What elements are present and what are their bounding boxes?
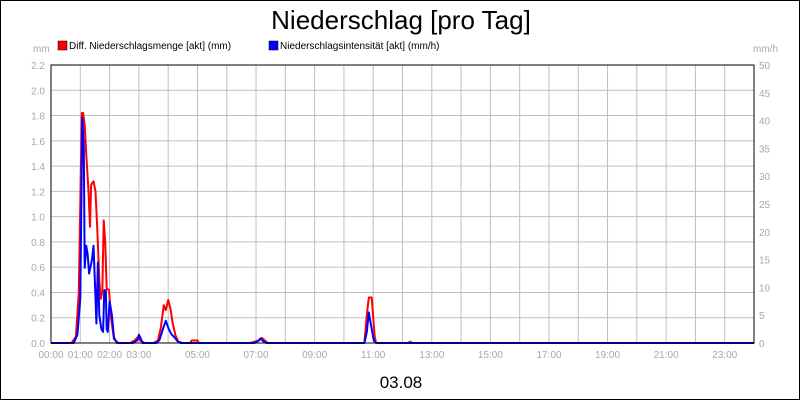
right-tick-label: 35 [759, 144, 771, 155]
x-tick-label: 17:00 [536, 350, 561, 361]
x-tick-label: 19:00 [595, 350, 620, 361]
x-tick-label: 01:00 [68, 350, 93, 361]
left-tick-label: 2.2 [31, 61, 45, 72]
legend-label-intensitaet: Niederschlagsintensität [akt] (mm/h) [280, 41, 440, 52]
legend-swatch-intensitaet [268, 40, 279, 51]
left-tick-label: 0.6 [31, 263, 45, 274]
right-axis-unit: mm/h [753, 44, 778, 55]
legend-swatch-menge [57, 40, 68, 51]
right-tick-label: 25 [759, 200, 771, 211]
date-label: 03.08 [380, 373, 423, 392]
x-tick-label: 11:00 [361, 350, 386, 361]
left-tick-label: 1.8 [31, 112, 45, 123]
x-tick-label: 03:00 [126, 350, 151, 361]
axis-ticks: 0.0 0.2 0.4 0.6 0.8 1.0 1.2 1.4 1.6 1.8 2.0 2.2 0 5 10… [31, 61, 770, 361]
x-tick-label: 13:00 [419, 350, 444, 361]
left-tick-label: 0.4 [31, 288, 45, 299]
right-tick-label: 40 [759, 117, 771, 128]
left-tick-label: 0.8 [31, 238, 45, 249]
right-tick-label: 5 [759, 311, 765, 322]
x-tick-label: 00:00 [38, 350, 63, 361]
right-tick-label: 50 [759, 61, 771, 72]
x-tick-label: 02:00 [97, 350, 122, 361]
legend-label-menge: Diff. Niederschlagsmenge [akt] (mm) [69, 41, 231, 52]
x-tick-label: 21:00 [654, 350, 679, 361]
left-tick-label: 0.2 [31, 314, 45, 325]
left-tick-label: 1.4 [31, 162, 45, 173]
left-tick-label: 1.0 [31, 213, 45, 224]
left-axis-unit: mm [33, 44, 50, 55]
left-tick-label: 0.0 [31, 339, 45, 350]
plot-area-border [50, 64, 755, 344]
x-tick-label: 07:00 [244, 350, 269, 361]
x-tick-label: 15:00 [478, 350, 503, 361]
x-tick-label: 05:00 [185, 350, 210, 361]
x-tick-label: 09:00 [302, 350, 327, 361]
x-tick-label: 23:00 [712, 350, 737, 361]
right-tick-label: 10 [759, 283, 771, 294]
left-tick-label: 1.2 [31, 187, 45, 198]
right-tick-label: 30 [759, 172, 771, 183]
left-tick-label: 1.6 [31, 137, 45, 148]
legend: Diff. Niederschlagsmenge [akt] (mm) Nied… [57, 40, 440, 52]
right-tick-label: 20 [759, 228, 771, 239]
grid [50, 64, 755, 344]
right-tick-label: 0 [759, 339, 765, 350]
chart-title: Niederschlag [pro Tag] [271, 5, 531, 35]
right-tick-label: 15 [759, 256, 771, 267]
right-tick-label: 45 [759, 89, 771, 100]
left-tick-label: 2.0 [31, 86, 45, 97]
